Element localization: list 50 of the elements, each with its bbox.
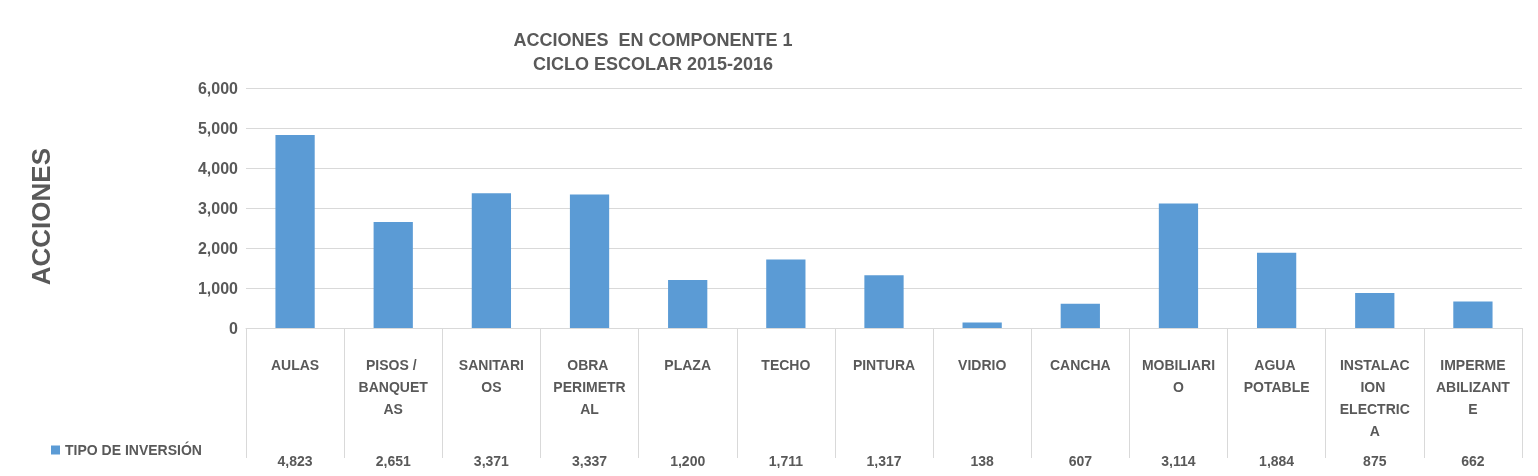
x-tick-label: IMPERMEABILIZANTE <box>1435 357 1511 417</box>
data-label: 3,371 <box>473 453 510 469</box>
x-tick-label: SANITARIOS <box>458 357 524 395</box>
data-label: 1,200 <box>670 453 706 469</box>
bar <box>1355 293 1395 328</box>
y-tick-label: 0 <box>229 319 239 337</box>
x-tick-label: CANCHA <box>1049 357 1111 373</box>
bar <box>766 259 806 328</box>
y-tick-label: 6,000 <box>197 79 239 97</box>
text: ACCIONES <box>26 147 56 286</box>
bar <box>1060 303 1100 328</box>
legend-label: TIPO DE INVERSIÓN <box>65 441 202 458</box>
x-tick-label: AULAS <box>270 357 320 373</box>
x-tick-label: VIDRIO <box>958 357 1007 373</box>
bar <box>373 221 413 328</box>
data-label: 1,711 <box>768 453 804 469</box>
chart-subtitle: CICLO ESCOLAR 2015-2016 <box>532 54 774 74</box>
bar <box>1256 252 1297 328</box>
data-label: 1,317 <box>866 453 902 469</box>
y-tick-label: 5,000 <box>197 119 239 137</box>
bar <box>864 275 904 328</box>
x-tick-label: OBRA PERIMETRAL <box>553 357 626 417</box>
bar <box>1158 203 1199 328</box>
bar <box>668 280 708 328</box>
bar <box>275 135 315 328</box>
chart-title: ACCIONES EN COMPONENTE 1 <box>513 30 793 50</box>
data-label: 3,337 <box>572 453 608 469</box>
y-tick-label: 1,000 <box>197 279 239 297</box>
bar <box>1453 301 1493 328</box>
data-label: 2,651 <box>375 453 411 469</box>
y-tick-label: 4,000 <box>197 159 239 177</box>
x-tick-label: PISOS / BANQUETAS <box>358 357 429 417</box>
data-label: 662 <box>1461 453 1485 469</box>
x-tick-label: TECHO <box>761 357 811 373</box>
data-label: 3,114 <box>1161 453 1196 469</box>
y-tick-label: 2,000 <box>197 239 239 257</box>
x-tick-label: PINTURA <box>852 357 916 373</box>
x-tick-label: MOBILIARIO <box>1141 357 1216 395</box>
bar <box>962 322 1002 328</box>
data-label: 138 <box>970 453 995 469</box>
bar <box>471 193 512 328</box>
data-label: 607 <box>1068 453 1093 469</box>
data-label: 875 <box>1363 453 1387 469</box>
x-tick-label: INSTALACION ELECTRICA <box>1339 357 1410 439</box>
bar <box>569 194 610 328</box>
data-label: 4,823 <box>277 453 313 469</box>
x-tick-label: PLAZA <box>664 357 712 373</box>
y-tick-label: 3,000 <box>197 199 239 217</box>
data-label: 1,884 <box>1259 453 1295 469</box>
x-tick-label: AGUA POTABLE <box>1243 357 1310 395</box>
